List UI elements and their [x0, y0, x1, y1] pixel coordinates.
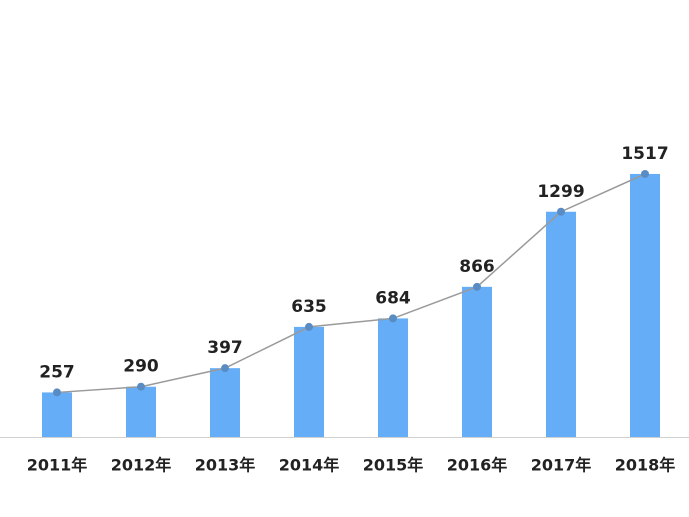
bar	[462, 286, 492, 437]
value-label: 684	[375, 288, 411, 308]
x-tick-label: 2013年	[195, 456, 256, 475]
trend-line	[56, 173, 646, 394]
x-tick-label: 2011年	[27, 456, 88, 475]
point	[137, 382, 145, 391]
bar	[630, 173, 660, 437]
value-label: 1517	[621, 144, 668, 164]
bar	[42, 392, 72, 437]
point	[641, 169, 649, 178]
point	[389, 314, 397, 323]
point	[221, 364, 229, 373]
x-tick-label: 2014年	[279, 456, 340, 475]
x-tick-label: 2017年	[531, 456, 592, 475]
bar	[294, 326, 324, 437]
x-tick-label: 2012年	[111, 456, 172, 475]
value-label: 635	[291, 297, 327, 317]
value-label: 1299	[537, 182, 584, 202]
value-label: 397	[207, 338, 243, 358]
point	[305, 322, 313, 331]
bar	[378, 318, 408, 437]
value-label: 866	[459, 257, 495, 277]
bar	[126, 386, 156, 437]
value-label: 257	[39, 362, 75, 382]
bar	[546, 211, 576, 437]
x-tick-label: 2016年	[447, 456, 508, 475]
point	[557, 207, 565, 216]
point	[53, 388, 61, 397]
x-tick-label: 2015年	[363, 456, 424, 475]
point	[473, 282, 481, 291]
value-label: 290	[123, 357, 159, 377]
bar	[210, 368, 240, 437]
x-tick-label: 2018年	[615, 456, 676, 475]
